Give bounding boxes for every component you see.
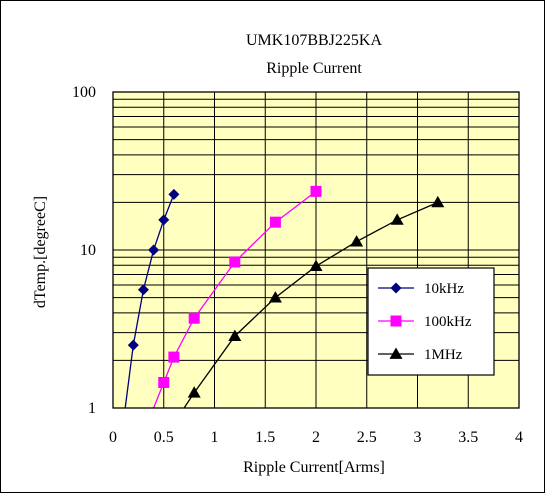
data-point xyxy=(188,312,200,324)
data-point xyxy=(431,195,445,208)
series-line xyxy=(124,194,175,409)
legend-label: 10kHz xyxy=(424,281,464,297)
series-layer xyxy=(124,185,445,409)
x-tick-label: 3.5 xyxy=(458,429,478,446)
data-point xyxy=(228,329,242,342)
data-point xyxy=(148,244,160,256)
legend-label: 1MHz xyxy=(424,347,463,363)
x-tick-label: 4 xyxy=(515,429,523,446)
tick-labels: 0 0.5 1 1.5 2 2.5 3 3.5 4 1 10 100 xyxy=(72,84,523,446)
data-point xyxy=(268,291,282,303)
series-10kHz xyxy=(124,188,180,409)
data-point xyxy=(310,185,322,197)
x-tick-label: 0 xyxy=(109,429,117,446)
data-point xyxy=(269,216,281,228)
y-axis-label: dTemp.[degreeC] xyxy=(32,196,49,308)
data-point xyxy=(350,235,364,247)
data-point xyxy=(229,256,241,268)
data-point xyxy=(168,188,180,200)
series-line xyxy=(183,201,439,409)
x-tick-label: 3 xyxy=(414,429,422,446)
data-point xyxy=(158,377,170,389)
legend-marker xyxy=(390,315,402,327)
x-axis-label: Ripple Current[Arms] xyxy=(243,459,385,476)
legend-marker xyxy=(389,347,403,359)
x-tick-label: 0.5 xyxy=(154,429,174,446)
data-point xyxy=(137,284,149,296)
data-point xyxy=(390,213,404,225)
data-point xyxy=(158,214,170,226)
data-point xyxy=(168,351,180,363)
legend: 10kHz 100kHz 1MHz xyxy=(367,267,495,376)
chart-subtitle: Ripple Current xyxy=(266,60,362,77)
legend-marker xyxy=(390,282,402,294)
grid-lines xyxy=(113,92,519,408)
data-point xyxy=(187,386,201,398)
x-tick-label: 2 xyxy=(312,429,320,446)
y-tick-label: 1 xyxy=(88,400,96,417)
x-tick-label: 2.5 xyxy=(357,429,377,446)
x-tick-label: 1.5 xyxy=(255,429,275,446)
chart-title: UMK107BBJ225KA xyxy=(246,32,382,49)
series-1MHz xyxy=(183,195,445,409)
y-tick-label: 100 xyxy=(72,84,96,101)
legend-label: 100kHz xyxy=(424,314,472,330)
x-tick-label: 1 xyxy=(211,429,219,446)
y-tick-label: 10 xyxy=(80,242,96,259)
data-point xyxy=(127,339,139,351)
plot-border xyxy=(112,91,520,409)
series-100kHz xyxy=(152,185,322,409)
data-point xyxy=(309,259,323,272)
